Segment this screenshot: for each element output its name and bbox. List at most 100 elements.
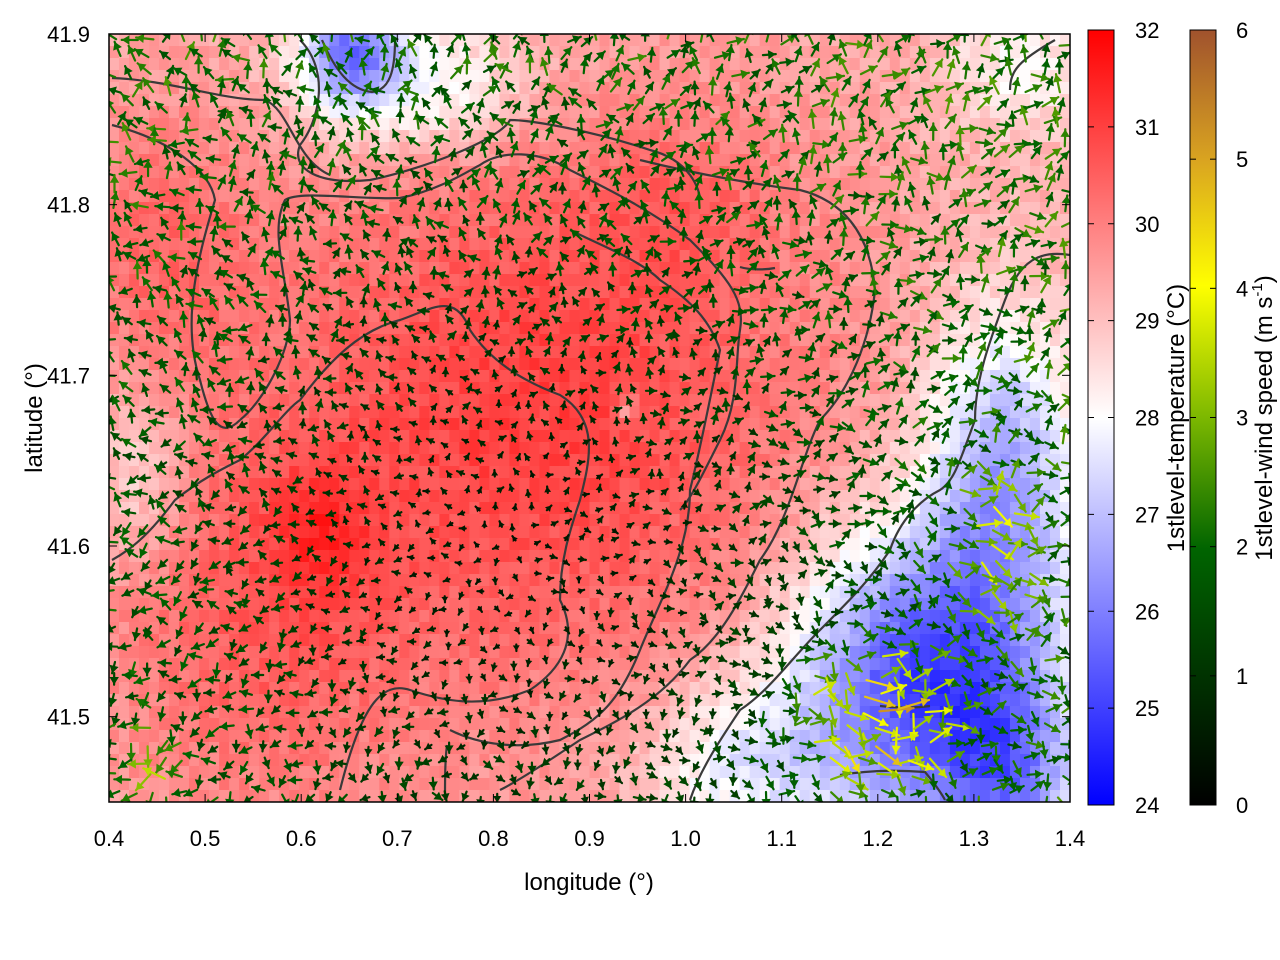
heatmap-cell xyxy=(569,190,581,203)
heatmap-cell xyxy=(479,538,490,551)
heatmap-cell xyxy=(669,142,681,155)
heatmap-cell xyxy=(719,538,731,551)
heatmap-cell xyxy=(719,154,731,167)
heatmap-cell xyxy=(859,598,871,611)
heatmap-cell xyxy=(699,118,711,131)
heatmap-cell xyxy=(409,202,420,215)
heatmap-cell xyxy=(919,478,931,491)
heatmap-cell xyxy=(559,262,571,275)
heatmap-cell xyxy=(249,322,260,335)
heatmap-cell xyxy=(659,634,671,647)
heatmap-cell xyxy=(509,598,521,611)
heatmap-cell xyxy=(1039,94,1051,107)
heatmap-cell xyxy=(809,166,821,179)
heatmap-cell xyxy=(589,118,601,131)
heatmap-cell xyxy=(749,166,761,179)
heatmap-cell xyxy=(389,430,400,443)
heatmap-cell xyxy=(179,598,190,611)
heatmap-cell xyxy=(469,490,480,503)
heatmap-cell xyxy=(769,106,781,119)
heatmap-cell xyxy=(309,82,320,95)
heatmap-cell xyxy=(399,358,410,371)
heatmap-cell xyxy=(1029,154,1041,167)
heatmap-cell xyxy=(169,478,180,491)
heatmap-cell xyxy=(359,178,370,191)
heatmap-cell xyxy=(659,562,671,575)
heatmap-cell xyxy=(849,70,861,83)
heatmap-cell xyxy=(729,586,741,599)
heatmap-cell xyxy=(729,538,741,551)
heatmap-cell xyxy=(949,202,961,215)
heatmap-cell xyxy=(229,190,240,203)
heatmap-cell xyxy=(879,430,891,443)
heatmap-cell xyxy=(419,490,430,503)
heatmap-cell xyxy=(349,310,360,323)
heatmap-cell xyxy=(469,514,480,527)
heatmap-cell xyxy=(399,514,410,527)
heatmap-cell xyxy=(989,286,1001,299)
heatmap-cell xyxy=(149,574,160,587)
heatmap-cell xyxy=(169,346,180,359)
heatmap-cell xyxy=(869,250,881,263)
heatmap-cell xyxy=(479,406,490,419)
heatmap-cell xyxy=(589,346,601,359)
heatmap-cell xyxy=(859,322,871,335)
heatmap-cell xyxy=(259,298,270,311)
heatmap-cell xyxy=(429,598,440,611)
heatmap-cell xyxy=(399,226,410,239)
heatmap-cell xyxy=(1049,346,1061,359)
heatmap-cell xyxy=(949,502,961,515)
heatmap-cell xyxy=(369,178,380,191)
heatmap-cell xyxy=(349,478,360,491)
heatmap-cell xyxy=(239,166,250,179)
heatmap-cell xyxy=(849,106,861,119)
heatmap-cell xyxy=(1019,286,1031,299)
heatmap-cell xyxy=(229,250,240,263)
heatmap-cell xyxy=(389,202,400,215)
heatmap-cell xyxy=(1009,142,1021,155)
heatmap-cell xyxy=(529,226,541,239)
heatmap-cell xyxy=(599,598,611,611)
heatmap-cell xyxy=(929,298,941,311)
heatmap-cell xyxy=(1029,58,1041,71)
heatmap-cell xyxy=(799,430,811,443)
heatmap-cell xyxy=(1029,406,1041,419)
heatmap-cell xyxy=(789,382,801,395)
heatmap-cell xyxy=(959,106,971,119)
heatmap-cell xyxy=(149,442,160,455)
heatmap-cell xyxy=(549,382,561,395)
heatmap-cell xyxy=(449,454,460,467)
heatmap-cell xyxy=(409,106,420,119)
heatmap-cell xyxy=(559,466,571,479)
heatmap-cell xyxy=(899,94,911,107)
heatmap-cell xyxy=(919,574,931,587)
heatmap-cell xyxy=(789,70,801,83)
heatmap-cell xyxy=(599,466,611,479)
heatmap-cell xyxy=(829,358,841,371)
heatmap-cell xyxy=(249,550,260,563)
heatmap-cell xyxy=(569,598,581,611)
heatmap-cell xyxy=(509,358,521,371)
heatmap-cell xyxy=(899,382,911,395)
heatmap-cell xyxy=(879,274,891,287)
heatmap-cell xyxy=(779,202,791,215)
heatmap-cell xyxy=(249,502,260,515)
heatmap-cell xyxy=(449,394,460,407)
heatmap-cell xyxy=(499,142,511,155)
heatmap-cell xyxy=(919,286,931,299)
heatmap-cell xyxy=(219,58,230,71)
heatmap-cell xyxy=(239,46,250,59)
heatmap-cell xyxy=(1049,406,1061,419)
heatmap-cell xyxy=(589,190,601,203)
heatmap-cell xyxy=(669,58,681,71)
heatmap-cell xyxy=(999,274,1011,287)
heatmap-cell xyxy=(269,142,280,155)
heatmap-cell xyxy=(219,130,230,143)
heatmap-cell xyxy=(559,70,571,83)
heatmap-cell xyxy=(539,202,551,215)
heatmap-cell xyxy=(389,250,400,263)
heatmap-cell xyxy=(309,466,320,479)
heatmap-cell xyxy=(349,610,360,623)
heatmap-cell xyxy=(879,106,891,119)
heatmap-cell xyxy=(749,322,761,335)
